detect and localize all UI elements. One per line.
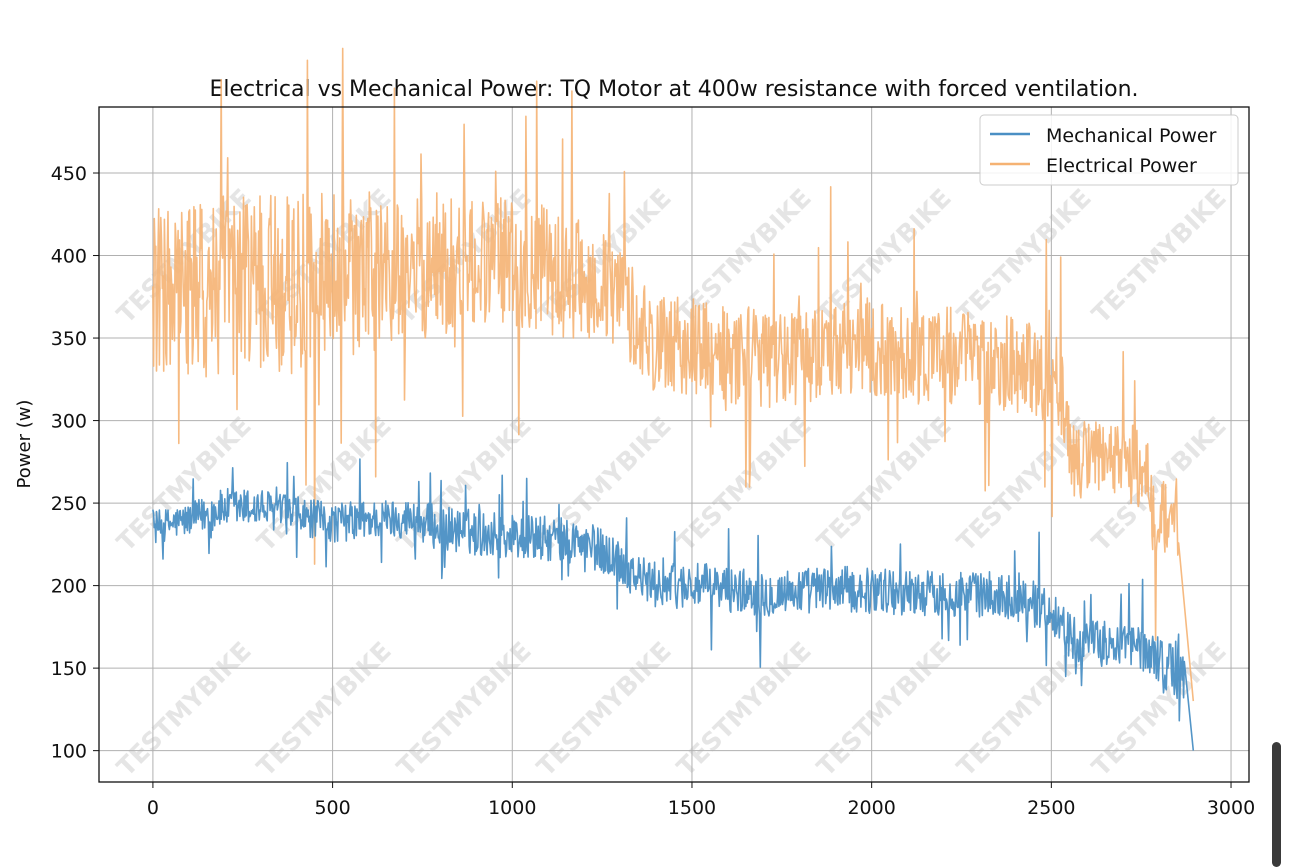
watermark-text: TESTMYBIKE — [251, 636, 397, 782]
watermark-text: TESTMYBIKE — [531, 636, 677, 782]
y-tick-label: 300 — [51, 411, 87, 433]
axis-ticks: 0 500 1000 1500 2000 2500 3000 100 150 200 250 300 3… — [51, 163, 1255, 819]
watermark-text: TESTMYBIKE — [111, 636, 257, 782]
x-tick-label: 3000 — [1207, 797, 1255, 819]
vertical-scrollbar[interactable] — [1272, 742, 1281, 867]
y-tick-label: 100 — [51, 741, 87, 763]
x-tick-label: 2500 — [1027, 797, 1075, 819]
y-tick-label: 350 — [51, 328, 87, 350]
legend-label-mechanical: Mechanical Power — [1046, 125, 1217, 147]
watermark-text: TESTMYBIKE — [391, 636, 537, 782]
x-tick-label: 500 — [314, 797, 350, 819]
series-line-electrical-power — [152, 47, 1195, 702]
legend-box — [979, 114, 1239, 186]
watermark-text: TESTMYBIKE — [811, 411, 957, 557]
watermark-text: TESTMYBIKE — [111, 411, 257, 557]
x-tick-label: 2000 — [847, 797, 895, 819]
x-tick-label: 0 — [147, 797, 159, 819]
y-axis-label: Power (w) — [14, 400, 35, 489]
series-layer — [152, 47, 1195, 751]
plot-frame — [98, 106, 1250, 783]
legend-label-electrical: Electrical Power — [1046, 155, 1197, 177]
legend: Mechanical Power Electrical Power — [979, 114, 1239, 186]
x-tick-label: 1500 — [668, 797, 716, 819]
y-tick-label: 400 — [51, 246, 87, 268]
chart-title: Electrical vs Mechanical Power: TQ Motor… — [209, 77, 1138, 102]
y-tick-label: 200 — [51, 576, 87, 598]
series-line-mechanical-power — [152, 458, 1195, 751]
y-tick-label: 250 — [51, 493, 87, 515]
y-tick-label: 450 — [51, 163, 87, 185]
watermark-text: TESTMYBIKE — [671, 636, 817, 782]
watermark-text: TESTMYBIKE — [671, 411, 817, 557]
watermark-text: TESTMYBIKE — [811, 636, 957, 782]
y-tick-label: 150 — [51, 658, 87, 680]
x-tick-label: 1000 — [488, 797, 536, 819]
